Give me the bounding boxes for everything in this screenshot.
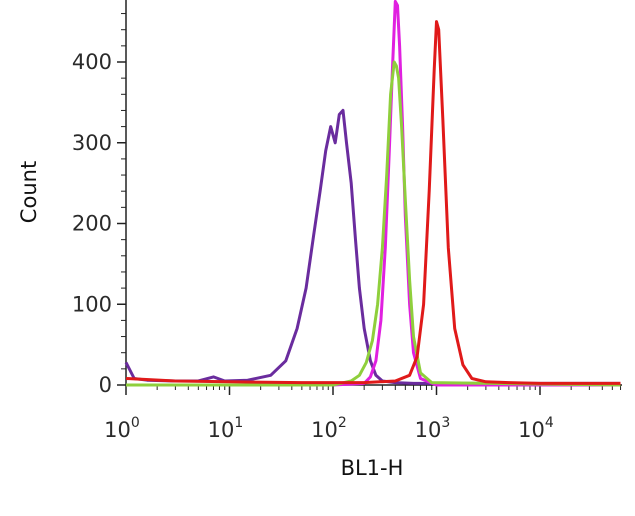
histogram-series-3: [126, 60, 621, 387]
y-tick-label: 200: [72, 212, 112, 236]
x-tick-label: 102: [311, 415, 347, 442]
x-axis-title: BL1-H: [341, 456, 404, 480]
x-tick-label: 104: [518, 415, 554, 442]
y-tick-label: 400: [72, 50, 112, 74]
histogram-series-4: [125, 20, 621, 385]
y-tick-label: 0: [99, 373, 112, 397]
series-group: [124, 0, 621, 387]
x-ticks: 100 101 102 103 104: [104, 385, 622, 442]
x-tick-label: 100: [104, 415, 140, 442]
y-tick-label: 100: [72, 292, 112, 316]
histogram-series-2: [126, 0, 621, 387]
y-axis-title: Count: [17, 161, 41, 223]
y-tick-label: 300: [72, 131, 112, 155]
x-tick-label: 103: [415, 415, 451, 442]
x-tick-label: 101: [208, 415, 244, 442]
plot-area: 0 100 200 300 400 100 101 102 103 104: [72, 0, 622, 442]
y-ticks: 0 100 200 300 400: [72, 13, 126, 397]
